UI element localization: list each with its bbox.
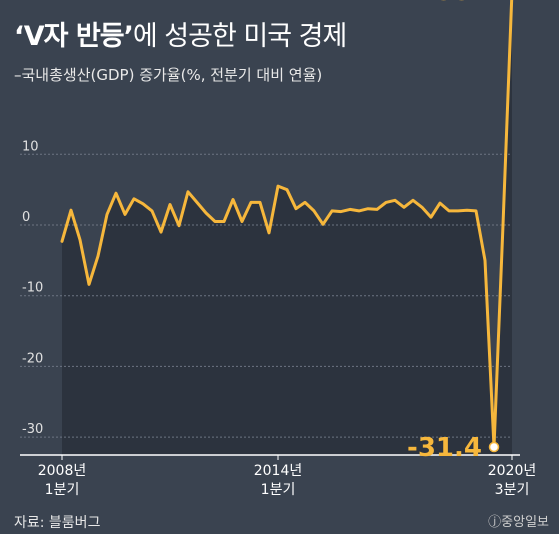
source-note: 자료: 블룸버그 bbox=[14, 515, 101, 531]
chart-title: ‘V자 반등’에 성공한 미국 경제 bbox=[14, 14, 347, 53]
plot-area-fill bbox=[62, 0, 512, 455]
publisher-logo: ⓙ중앙일보 bbox=[488, 515, 549, 530]
title-rest: 에 성공한 미국 경제 bbox=[132, 21, 347, 52]
annotation-point bbox=[488, 441, 500, 453]
x-tick-label: 2008년 bbox=[38, 463, 87, 479]
y-tick-label: -30 bbox=[22, 422, 43, 437]
x-tick-label: 1분기 bbox=[261, 482, 296, 498]
y-tick-label: -10 bbox=[22, 281, 43, 296]
chart-subtitle: –국내총생산(GDP) 증가율(%, 전분기 대비 연율) bbox=[14, 66, 323, 84]
x-tick-label: 3분기 bbox=[495, 482, 530, 498]
y-tick-label: 0 bbox=[22, 210, 30, 225]
title-highlight: ‘V자 반등’ bbox=[14, 21, 134, 52]
annotation-label: -31.4 bbox=[407, 433, 482, 463]
gdp-growth-line bbox=[60, 0, 514, 449]
x-tick-label: 2020년 bbox=[488, 463, 537, 479]
y-tick-label: -20 bbox=[22, 351, 43, 366]
x-tick-label: 2014년 bbox=[254, 463, 303, 479]
x-tick-label: 1분기 bbox=[45, 482, 80, 498]
annotation-label: 33.1 bbox=[436, 0, 500, 7]
y-tick-label: 10 bbox=[22, 139, 39, 154]
